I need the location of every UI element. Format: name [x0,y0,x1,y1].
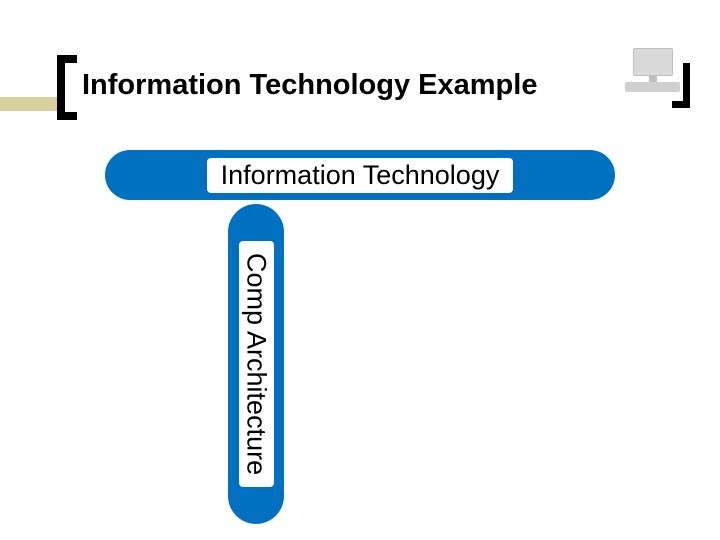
corner-bracket-icon [672,63,690,108]
main-node-label: Information Technology [207,158,514,193]
main-node: Information Technology [105,150,615,200]
slide-title: Information Technology Example [82,69,537,102]
child-node-label: Comp Architecture [239,241,274,487]
corner-decoration [620,48,690,108]
child-node: Comp Architecture [228,204,284,524]
title-area: Information Technology Example [0,55,720,120]
title-bracket-left [57,55,77,120]
accent-bar [0,97,60,111]
